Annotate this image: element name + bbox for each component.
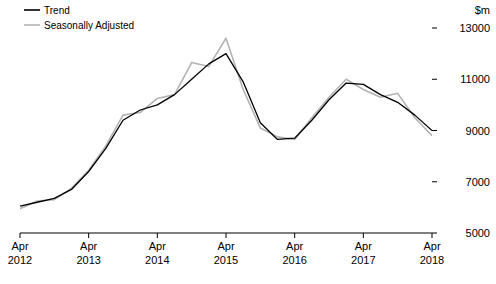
legend-swatch [24, 9, 40, 11]
chart: Apr2012 Apr2013 Apr2014 Apr2015 Apr2016 Apr20… [0, 0, 496, 284]
x-tick-label: Apr2016 [282, 240, 306, 266]
x-tick [294, 233, 295, 238]
x-tick [226, 233, 227, 238]
y-tick-label: 7000 [466, 176, 490, 188]
series-line [20, 38, 432, 208]
series-line [20, 54, 432, 206]
y-tick-label: 9000 [466, 125, 490, 137]
x-tick-label: Apr2017 [351, 240, 375, 266]
y-tick-label: 13000 [459, 22, 490, 34]
y-tick [432, 233, 437, 234]
legend-label: Seasonally Adjusted [44, 20, 134, 31]
y-tick [432, 28, 437, 29]
x-tick-label: Apr2012 [8, 240, 32, 266]
y-tick [432, 130, 437, 131]
legend-swatch [24, 24, 40, 26]
x-tick [88, 233, 89, 238]
x-tick-label: Apr2015 [214, 240, 238, 266]
x-tick [432, 233, 433, 238]
y-axis-label: $m [475, 4, 490, 16]
x-tick-label: Apr2018 [420, 240, 444, 266]
y-tick-label: 11000 [460, 73, 490, 85]
x-tick-label: Apr2013 [76, 240, 100, 266]
x-tick [20, 233, 21, 238]
y-tick-label: 5000 [466, 227, 490, 239]
legend-label: Trend [44, 5, 70, 16]
x-tick-label: Apr2014 [145, 240, 169, 266]
plot-area [20, 38, 432, 208]
x-tick [157, 233, 158, 238]
y-tick [432, 181, 437, 182]
y-tick [432, 79, 437, 80]
x-tick [363, 233, 364, 238]
